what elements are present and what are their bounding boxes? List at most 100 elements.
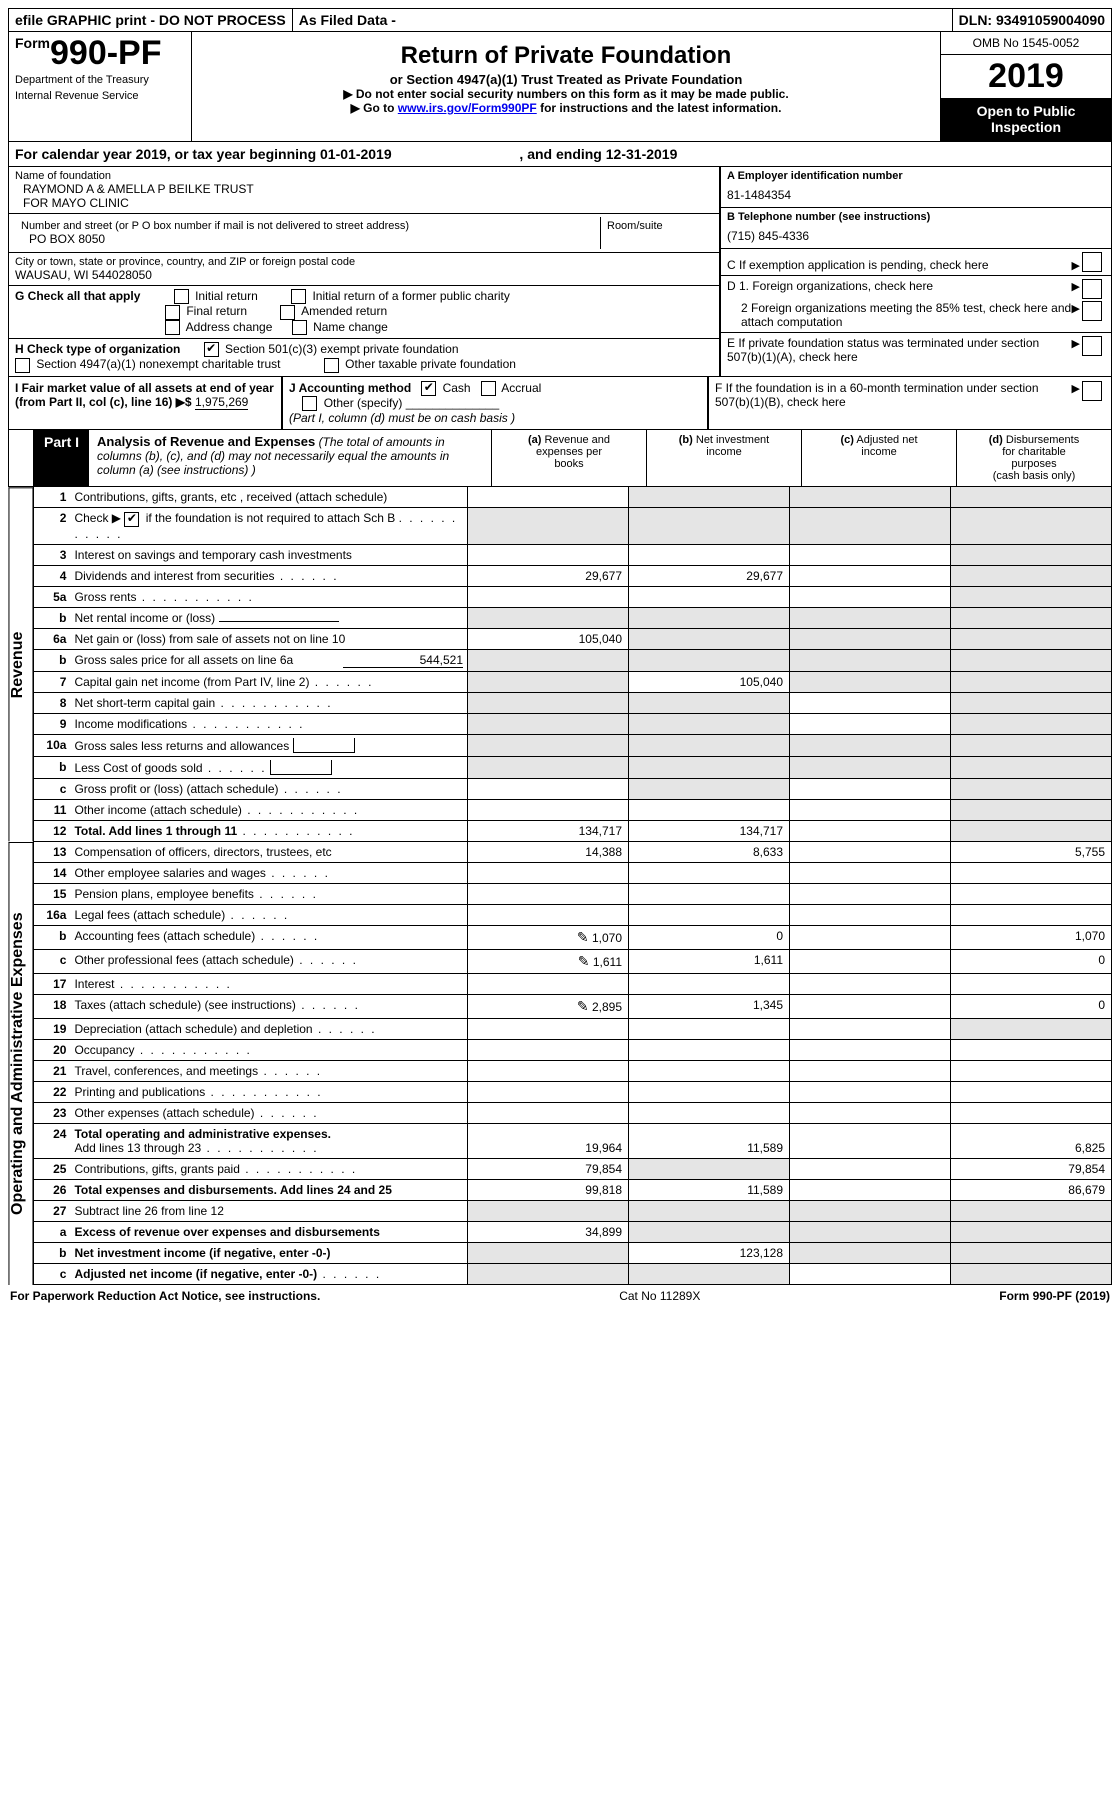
foundation-name-cell: Name of foundation RAYMOND A & AMELLA P …	[9, 167, 719, 214]
line-12: 12Total. Add lines 1 through 11134,71713…	[34, 820, 1112, 841]
calendar-year-row: For calendar year 2019, or tax year begi…	[8, 142, 1112, 167]
checkbox-other-taxable[interactable]	[324, 358, 339, 373]
dept-line-2: Internal Revenue Service	[15, 90, 185, 102]
line-6b: bGross sales price for all assets on lin…	[34, 649, 1112, 671]
omb-number: OMB No 1545-0052	[941, 32, 1111, 55]
line-14: 14Other employee salaries and wages	[34, 862, 1112, 883]
line-10b: bLess Cost of goods sold	[34, 756, 1112, 778]
ijf-row: I Fair market value of all assets at end…	[8, 377, 1112, 431]
efile-label: efile GRAPHIC print - DO NOT PROCESS	[9, 9, 292, 31]
expenses-table: 13Compensation of officers, directors, t…	[33, 842, 1112, 1285]
ir-link-link[interactable]: www.irs.gov/Form990PF	[398, 101, 537, 115]
line-15: 15Pension plans, employee benefits	[34, 883, 1112, 904]
form-title-block: Return of Private Foundation or Section …	[192, 32, 940, 141]
open-public-badge: Open to PublicInspection	[941, 99, 1111, 141]
line-6a: 6aNet gain or (loss) from sale of assets…	[34, 628, 1112, 649]
checkbox-c[interactable]	[1082, 252, 1102, 272]
checkbox-initial-return-former[interactable]	[291, 289, 306, 304]
part1-header: Part I Analysis of Revenue and Expenses …	[8, 430, 1112, 487]
line-7: 7Capital gain net income (from Part IV, …	[34, 671, 1112, 692]
checkbox-f[interactable]	[1082, 381, 1102, 401]
checkbox-sch-b[interactable]: ✔	[124, 512, 139, 527]
revenue-section: Revenue 1Contributions, gifts, grants, e…	[8, 487, 1112, 841]
footer-mid: Cat No 11289X	[619, 1289, 700, 1303]
line-16c: cOther professional fees (attach schedul…	[34, 949, 1112, 973]
checkbox-d2[interactable]	[1082, 301, 1102, 321]
attachment-icon[interactable]	[577, 931, 589, 945]
line-11: 11Other income (attach schedule)	[34, 799, 1112, 820]
line-8: 8Net short-term capital gain	[34, 692, 1112, 713]
line-5b: bNet rental income or (loss)	[34, 607, 1112, 628]
form-title: Return of Private Foundation	[200, 42, 932, 70]
checkbox-amended-return[interactable]	[280, 305, 295, 320]
col-c-header: (c) Adjusted netincome	[801, 430, 956, 486]
line-24: 24Total operating and administrative exp…	[34, 1123, 1112, 1158]
expenses-section: Operating and Administrative Expenses 13…	[8, 842, 1112, 1285]
checkbox-4947a1[interactable]	[15, 358, 30, 373]
section-g: G Check all that apply Initial return In…	[9, 286, 719, 339]
dln: DLN: 93491059004090	[952, 9, 1111, 31]
line-18: 18Taxes (attach schedule) (see instructi…	[34, 994, 1112, 1018]
form-subtitle: or Section 4947(a)(1) Trust Treated as P…	[200, 72, 932, 87]
footer-left: For Paperwork Reduction Act Notice, see …	[10, 1289, 320, 1303]
asfiled-label: As Filed Data -	[292, 9, 402, 31]
dept-line-1: Department of the Treasury	[15, 74, 185, 86]
checkbox-501c3[interactable]: ✔	[204, 342, 219, 357]
revenue-side-label: Revenue	[8, 487, 33, 841]
section-c: C If exemption application is pending, c…	[721, 249, 1111, 276]
revenue-table: 1Contributions, gifts, grants, etc , rec…	[33, 487, 1112, 841]
attachment-icon[interactable]	[578, 955, 590, 969]
col-b-header: (b) Net investmentincome	[646, 430, 801, 486]
line-16b: bAccounting fees (attach schedule) 1,070…	[34, 925, 1112, 949]
part1-title: Analysis of Revenue and Expenses (The to…	[89, 430, 491, 486]
form-note-1: ▶ Do not enter social security numbers o…	[200, 87, 932, 101]
page-footer: For Paperwork Reduction Act Notice, see …	[8, 1285, 1112, 1303]
checkbox-initial-return[interactable]	[174, 289, 189, 304]
line-23: 23Other expenses (attach schedule)	[34, 1102, 1112, 1123]
line-5a: 5aGross rents	[34, 586, 1112, 607]
line-27a: aExcess of revenue over expenses and dis…	[34, 1221, 1112, 1242]
col-a-header: (a)(a) Revenue and expenses per books Re…	[491, 430, 646, 486]
address-cell: Number and street (or P O box number if …	[9, 214, 719, 253]
top-bar: efile GRAPHIC print - DO NOT PROCESS As …	[8, 8, 1112, 32]
city-cell: City or town, state or province, country…	[9, 253, 719, 286]
form-number: Form990-PF	[15, 36, 185, 70]
line-3: 3Interest on savings and temporary cash …	[34, 544, 1112, 565]
line-10a: 10aGross sales less returns and allowanc…	[34, 734, 1112, 756]
line-27b: bNet investment income (if negative, ent…	[34, 1242, 1112, 1263]
form-header: Form990-PF Department of the Treasury In…	[8, 32, 1112, 142]
form-note-2: ▶ Go to www.irs.gov/Form990PF for instru…	[200, 101, 932, 115]
line-27: 27Subtract line 26 from line 12	[34, 1200, 1112, 1221]
section-d: D 1. Foreign organizations, check here 2…	[721, 276, 1111, 333]
col-d-header: (d) Disbursementsfor charitablepurposes(…	[956, 430, 1111, 486]
line-16a: 16aLegal fees (attach schedule)	[34, 904, 1112, 925]
line-22: 22Printing and publications	[34, 1081, 1112, 1102]
line-10c: cGross profit or (loss) (attach schedule…	[34, 778, 1112, 799]
checkbox-other-method[interactable]	[302, 396, 317, 411]
checkbox-d1[interactable]	[1082, 279, 1102, 299]
section-f: F If the foundation is in a 60-month ter…	[709, 377, 1111, 430]
section-j: J Accounting method ✔ Cash Accrual Other…	[283, 377, 709, 430]
line-9: 9Income modifications	[34, 713, 1112, 734]
expenses-side-label: Operating and Administrative Expenses	[8, 842, 33, 1285]
attachment-icon[interactable]	[577, 1000, 589, 1014]
line-1: 1Contributions, gifts, grants, etc , rec…	[34, 487, 1112, 508]
line-25: 25Contributions, gifts, grants paid79,85…	[34, 1158, 1112, 1179]
line-21: 21Travel, conferences, and meetings	[34, 1060, 1112, 1081]
checkbox-address-change[interactable]	[165, 320, 180, 335]
line-2: 2Check ▶ ✔ if the foundation is not requ…	[34, 508, 1112, 544]
line-26: 26Total expenses and disbursements. Add …	[34, 1179, 1112, 1200]
line-19: 19Depreciation (attach schedule) and dep…	[34, 1018, 1112, 1039]
footer-right: Form 990-PF (2019)	[999, 1289, 1110, 1303]
checkbox-final-return[interactable]	[165, 305, 180, 320]
section-e: E If private foundation status was termi…	[721, 333, 1111, 367]
checkbox-name-change[interactable]	[292, 320, 307, 335]
phone-cell: B Telephone number (see instructions) (7…	[721, 208, 1111, 249]
ein-cell: A Employer identification number 81-1484…	[721, 167, 1111, 208]
section-h: H Check type of organization ✔ Section 5…	[9, 339, 719, 376]
checkbox-e[interactable]	[1082, 336, 1102, 356]
line-13: 13Compensation of officers, directors, t…	[34, 842, 1112, 863]
checkbox-accrual[interactable]	[481, 381, 496, 396]
line-27c: cAdjusted net income (if negative, enter…	[34, 1263, 1112, 1284]
checkbox-cash[interactable]: ✔	[421, 381, 436, 396]
